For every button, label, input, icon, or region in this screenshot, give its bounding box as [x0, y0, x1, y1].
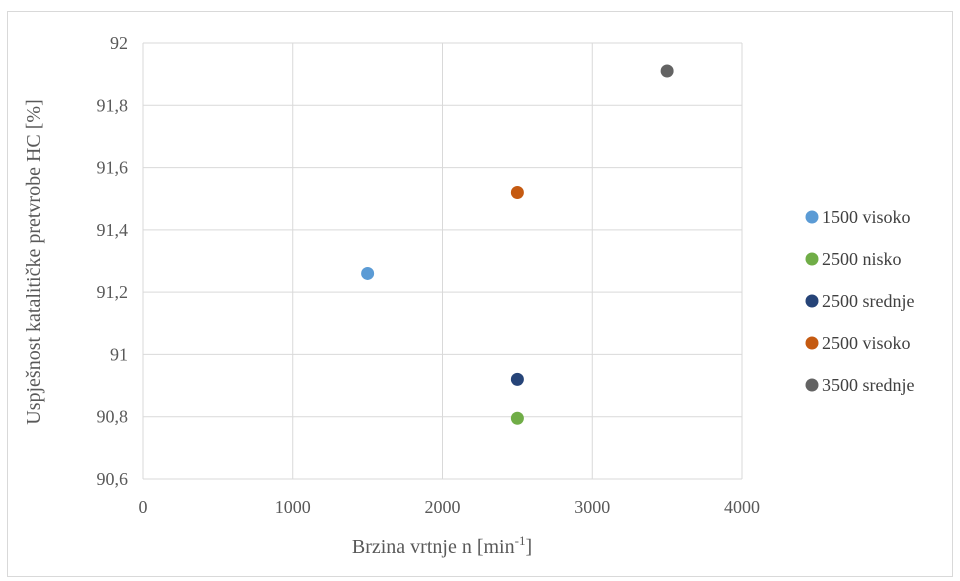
legend-marker	[805, 252, 819, 266]
data-points	[361, 64, 674, 425]
y-tick-label: 92	[110, 33, 128, 53]
legend-marker	[805, 336, 819, 350]
gridlines	[142, 42, 743, 480]
legend-label: 1500 visoko	[822, 207, 911, 227]
y-tick-labels: 90,6 90,8 91 91,2 91,4 91,6 91,8 92	[97, 33, 129, 489]
x-axis-title-suffix: ]	[525, 536, 532, 558]
data-point	[510, 411, 524, 425]
x-axis-title-superscript: -1	[515, 533, 526, 548]
x-tick-label: 4000	[724, 497, 760, 517]
legend-label: 3500 srednje	[822, 375, 914, 395]
x-tick-labels: 0 1000 2000 3000 4000	[139, 497, 761, 517]
y-tick-label: 91,8	[97, 95, 129, 115]
x-axis-title-main: Brzina vrtnje n [min	[352, 536, 515, 558]
legend: 1500 visoko 2500 nisko 2500 srednje 2500 vi…	[805, 207, 914, 395]
data-point	[660, 64, 674, 78]
data-point	[361, 266, 375, 280]
x-tick-label: 1000	[275, 497, 311, 517]
data-point	[510, 185, 524, 199]
legend-label: 2500 srednje	[822, 291, 914, 311]
x-tick-label: 0	[139, 497, 148, 517]
x-axis-title: Brzina vrtnje n [min-1]	[352, 533, 532, 558]
y-tick-label: 91,4	[97, 220, 129, 240]
x-tick-label: 2000	[425, 497, 461, 517]
legend-marker	[805, 378, 819, 392]
y-tick-label: 91,6	[97, 158, 129, 178]
y-tick-label: 90,8	[97, 407, 129, 427]
legend-label: 2500 visoko	[822, 333, 911, 353]
y-axis-title: Uspješnost katalitičke pretvrobe HC [%]	[23, 99, 45, 424]
y-tick-label: 91,2	[97, 282, 129, 302]
legend-marker	[805, 294, 819, 308]
legend-label: 2500 nisko	[822, 249, 902, 269]
x-tick-label: 3000	[574, 497, 610, 517]
data-point	[510, 372, 524, 386]
y-tick-label: 90,6	[97, 469, 129, 489]
legend-marker	[805, 210, 819, 224]
y-tick-label: 91	[110, 344, 128, 364]
